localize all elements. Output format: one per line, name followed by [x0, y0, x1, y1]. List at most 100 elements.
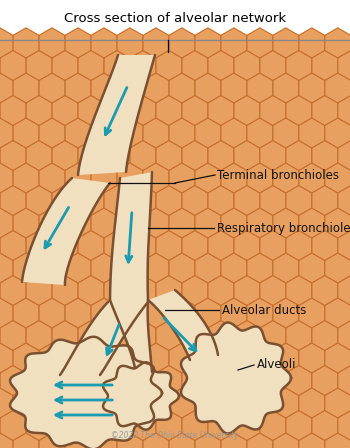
- Polygon shape: [65, 433, 91, 448]
- Polygon shape: [156, 231, 182, 260]
- Polygon shape: [65, 163, 91, 193]
- Polygon shape: [221, 298, 247, 328]
- Polygon shape: [312, 366, 338, 396]
- Polygon shape: [143, 73, 169, 103]
- Polygon shape: [273, 118, 299, 148]
- Polygon shape: [195, 28, 221, 58]
- Polygon shape: [0, 366, 26, 396]
- Polygon shape: [338, 410, 350, 440]
- Polygon shape: [13, 163, 39, 193]
- Polygon shape: [26, 410, 52, 440]
- Polygon shape: [208, 410, 234, 440]
- Polygon shape: [130, 185, 156, 215]
- Polygon shape: [234, 366, 260, 396]
- Polygon shape: [299, 73, 325, 103]
- Polygon shape: [338, 366, 350, 396]
- Polygon shape: [0, 253, 13, 283]
- Polygon shape: [130, 410, 156, 440]
- Polygon shape: [91, 208, 117, 238]
- Polygon shape: [26, 185, 52, 215]
- Polygon shape: [299, 343, 325, 373]
- Polygon shape: [39, 208, 65, 238]
- Polygon shape: [325, 433, 350, 448]
- Polygon shape: [13, 73, 39, 103]
- Polygon shape: [0, 276, 26, 306]
- Polygon shape: [0, 73, 13, 103]
- Polygon shape: [299, 298, 325, 328]
- Polygon shape: [13, 28, 39, 58]
- Polygon shape: [91, 433, 117, 448]
- Polygon shape: [312, 410, 338, 440]
- Polygon shape: [286, 95, 312, 125]
- Polygon shape: [182, 51, 208, 81]
- Polygon shape: [247, 433, 273, 448]
- Polygon shape: [299, 208, 325, 238]
- Polygon shape: [273, 208, 299, 238]
- Polygon shape: [286, 51, 312, 81]
- Polygon shape: [78, 320, 104, 350]
- Polygon shape: [39, 298, 65, 328]
- Polygon shape: [78, 231, 104, 260]
- Polygon shape: [312, 185, 338, 215]
- Polygon shape: [0, 410, 26, 440]
- Polygon shape: [0, 231, 26, 260]
- Polygon shape: [195, 433, 221, 448]
- Polygon shape: [273, 253, 299, 283]
- Polygon shape: [338, 320, 350, 350]
- Polygon shape: [0, 163, 13, 193]
- Polygon shape: [195, 118, 221, 148]
- Polygon shape: [143, 388, 169, 418]
- Polygon shape: [91, 28, 117, 58]
- Polygon shape: [247, 388, 273, 418]
- Polygon shape: [182, 276, 208, 306]
- Polygon shape: [247, 343, 273, 373]
- Polygon shape: [286, 320, 312, 350]
- Polygon shape: [286, 231, 312, 260]
- Polygon shape: [104, 276, 130, 306]
- Polygon shape: [39, 73, 65, 103]
- Polygon shape: [169, 298, 195, 328]
- Polygon shape: [143, 208, 169, 238]
- Polygon shape: [0, 433, 13, 448]
- Polygon shape: [117, 73, 143, 103]
- Polygon shape: [338, 185, 350, 215]
- Polygon shape: [143, 433, 169, 448]
- Polygon shape: [0, 28, 13, 58]
- Polygon shape: [260, 51, 286, 81]
- Text: Terminal bronchioles: Terminal bronchioles: [217, 168, 339, 181]
- Text: Cross section of alveolar network: Cross section of alveolar network: [64, 12, 286, 25]
- Polygon shape: [78, 366, 104, 396]
- Polygon shape: [104, 185, 130, 215]
- Polygon shape: [0, 141, 26, 171]
- Polygon shape: [208, 185, 234, 215]
- Polygon shape: [221, 208, 247, 238]
- Polygon shape: [325, 253, 350, 283]
- Polygon shape: [182, 366, 208, 396]
- Polygon shape: [13, 343, 39, 373]
- Polygon shape: [65, 73, 91, 103]
- Polygon shape: [182, 141, 208, 171]
- Polygon shape: [0, 118, 13, 148]
- Polygon shape: [260, 95, 286, 125]
- Text: ©2020 The Ohio State University: ©2020 The Ohio State University: [111, 431, 239, 440]
- Polygon shape: [273, 343, 299, 373]
- Polygon shape: [0, 320, 26, 350]
- Polygon shape: [169, 433, 195, 448]
- Polygon shape: [221, 28, 247, 58]
- Text: Alveolar ducts: Alveolar ducts: [222, 303, 306, 316]
- Polygon shape: [52, 276, 78, 306]
- Polygon shape: [312, 141, 338, 171]
- Polygon shape: [117, 253, 143, 283]
- Polygon shape: [130, 231, 156, 260]
- Polygon shape: [247, 253, 273, 283]
- Polygon shape: [195, 163, 221, 193]
- Polygon shape: [312, 231, 338, 260]
- Polygon shape: [26, 95, 52, 125]
- Polygon shape: [273, 388, 299, 418]
- Polygon shape: [169, 73, 195, 103]
- Polygon shape: [234, 410, 260, 440]
- Polygon shape: [117, 343, 143, 373]
- Polygon shape: [247, 73, 273, 103]
- Polygon shape: [195, 298, 221, 328]
- Polygon shape: [182, 95, 208, 125]
